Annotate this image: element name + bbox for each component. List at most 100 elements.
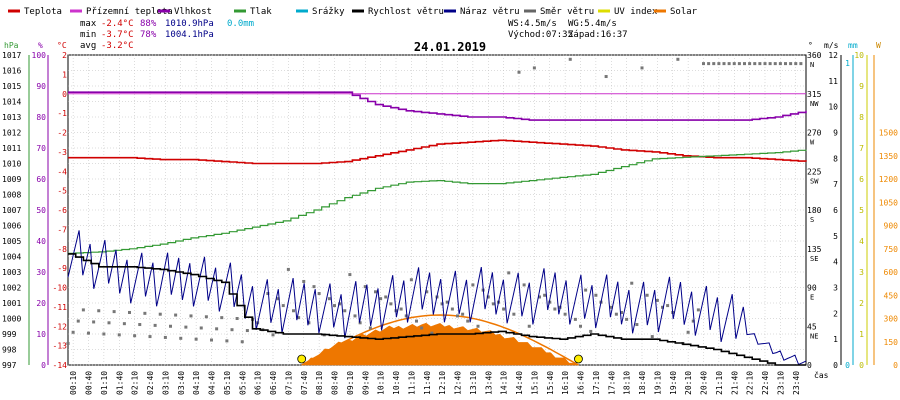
wind-direction-dot-53 bbox=[338, 302, 342, 306]
wind-direction-dot-2 bbox=[76, 319, 80, 323]
x-tick-28: 14:10 bbox=[500, 371, 509, 395]
wind-tick-1: 1 bbox=[833, 335, 838, 344]
wind-direction-dot-40 bbox=[271, 333, 275, 337]
humidity-tick-6: 60 bbox=[36, 175, 46, 184]
legend-label-2: Vlhkost bbox=[174, 7, 212, 17]
pressure-tick-6: 1003 bbox=[2, 268, 21, 277]
wind-direction-dot-5 bbox=[92, 320, 96, 324]
wind-direction-dot-45 bbox=[297, 316, 301, 320]
wind-direction-dot-99 bbox=[573, 317, 577, 321]
chart-title: 24.01.2019 bbox=[414, 40, 486, 54]
uv-tick-3: 3 bbox=[859, 268, 864, 277]
x-tick-13: 06:40 bbox=[269, 371, 278, 395]
wind-direction-dot-10 bbox=[117, 333, 121, 337]
wind-direction-dot-82 bbox=[486, 295, 490, 299]
wind-direction-dot-39 bbox=[266, 292, 270, 296]
wind-direction-dot-102 bbox=[589, 329, 593, 333]
wind-direction-dot-48 bbox=[312, 285, 316, 289]
wind-direction-dot-17 bbox=[153, 323, 157, 327]
wind-direction-dot-66 bbox=[404, 314, 408, 318]
wind-wg: WG:5.4m/s bbox=[568, 19, 617, 29]
wind-direction-dot-51 bbox=[327, 297, 331, 301]
rain-tick-0: 0 bbox=[845, 361, 850, 370]
humidity-tick-5: 50 bbox=[36, 206, 46, 215]
x-tick-12: 06:10 bbox=[254, 371, 263, 395]
rain-tick-1: 1 bbox=[845, 59, 850, 68]
wind-direction-dot-54 bbox=[343, 309, 347, 313]
pressure-tick-0: 997 bbox=[2, 361, 17, 370]
solar-tick-1: 150 bbox=[884, 338, 899, 347]
solar-tick-5: 750 bbox=[884, 245, 899, 254]
temp-tick-3: -11 bbox=[53, 303, 68, 312]
wind-direction-dot-69 bbox=[420, 326, 424, 330]
x-tick-1: 00:40 bbox=[85, 371, 94, 395]
legend-label-6: Náraz větru bbox=[460, 7, 520, 17]
direction-name-4: S bbox=[810, 216, 814, 224]
wind-direction-dot-71 bbox=[430, 331, 434, 335]
wind-direction-dot-133 bbox=[748, 62, 752, 66]
wind-direction-dot-85 bbox=[502, 307, 506, 311]
direction-name-2: E bbox=[810, 294, 814, 302]
wind-direction-dot-80 bbox=[476, 324, 480, 328]
stat-min-label: min bbox=[80, 30, 96, 40]
temp-tick-5: -9 bbox=[57, 264, 67, 273]
temperature-line bbox=[68, 139, 807, 165]
direction-name-6: W bbox=[810, 139, 815, 147]
wind-direction-dot-32 bbox=[230, 328, 234, 332]
wind-direction-dot-125 bbox=[707, 62, 711, 66]
wind-direction-dot-8 bbox=[107, 321, 111, 325]
humidity-tick-0: 0 bbox=[41, 361, 46, 370]
x-tick-43: 21:40 bbox=[730, 371, 739, 395]
wind-direction-dot-79 bbox=[471, 283, 475, 287]
wind-direction-dot-52 bbox=[333, 304, 336, 308]
temp-tick-12: -2 bbox=[57, 129, 67, 138]
x-tick-6: 03:10 bbox=[161, 371, 170, 395]
wind-direction-dot-49 bbox=[317, 292, 321, 296]
x-tick-24: 12:10 bbox=[438, 371, 447, 395]
stat-avg-label: avg bbox=[80, 41, 96, 51]
wind-direction-dot-97 bbox=[563, 312, 567, 316]
wind-direction-dot-138 bbox=[773, 62, 777, 66]
wind-direction-dot-1 bbox=[71, 330, 75, 334]
temp-tick-6: -8 bbox=[57, 245, 67, 254]
uv-tick-9: 9 bbox=[859, 82, 864, 91]
wind-direction-dot-106 bbox=[609, 305, 613, 309]
stat-max-hum: 88% bbox=[140, 19, 157, 29]
uv-tick-0: 0 bbox=[859, 361, 864, 370]
sunset-marker bbox=[574, 354, 583, 364]
pressure-tick-11: 1008 bbox=[2, 191, 21, 200]
wind-direction-dot-108 bbox=[620, 310, 623, 314]
stat-min-hum: 78% bbox=[140, 30, 157, 40]
wind-tick-10: 10 bbox=[828, 103, 838, 112]
wind-direction-dot-74 bbox=[445, 300, 449, 304]
direction-tick-2: 90 bbox=[807, 284, 817, 293]
wind-tick-9: 9 bbox=[833, 129, 838, 138]
wind-direction-dot-16 bbox=[148, 335, 152, 339]
direction-name-5: SW bbox=[810, 177, 819, 185]
temp-tick-16: 2 bbox=[62, 51, 67, 60]
x-tick-23: 11:40 bbox=[423, 371, 432, 395]
wind-direction-dot-46 bbox=[302, 279, 306, 283]
temp-tick-11: -3 bbox=[57, 148, 67, 157]
wind-tick-4: 4 bbox=[833, 258, 838, 267]
wind-direction-dot-113 bbox=[645, 293, 649, 297]
wind-ws: WS:4.5m/s bbox=[508, 19, 557, 29]
axis-unit-solar: W bbox=[876, 41, 881, 50]
x-tick-2: 01:10 bbox=[100, 371, 109, 395]
wind-direction-dot-13 bbox=[133, 334, 137, 338]
temp-tick-13: -1 bbox=[57, 109, 67, 118]
legend-label-4: Srážky bbox=[312, 7, 345, 17]
legend-label-5: Rychlost větru bbox=[368, 7, 444, 17]
wind-direction-dot-117 bbox=[666, 304, 670, 308]
wind-direction-dot-135 bbox=[758, 62, 762, 66]
stat-max-label: max bbox=[80, 19, 97, 29]
axis-unit-direction: ° bbox=[808, 41, 813, 50]
wind-direction-dot-15 bbox=[143, 311, 147, 315]
solar-tick-7: 1050 bbox=[879, 198, 898, 207]
wind-gust-line bbox=[67, 230, 807, 366]
x-tick-44: 22:10 bbox=[746, 371, 755, 395]
wind-direction-dot-9 bbox=[112, 310, 116, 314]
wind-direction-dot-14 bbox=[138, 323, 142, 327]
